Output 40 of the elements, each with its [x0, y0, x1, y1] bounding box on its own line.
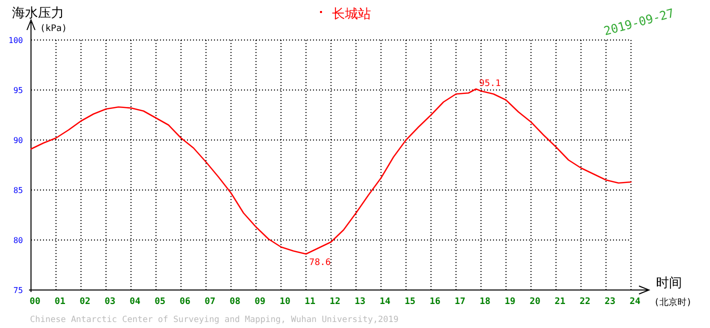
- text: (北京时): [654, 297, 692, 308]
- x-tick-label: 20: [530, 297, 540, 307]
- x-tick-label: 16: [430, 297, 440, 307]
- x-tick-label: 07: [204, 297, 216, 307]
- x-tick-label: 02: [80, 297, 90, 307]
- y-tick-label: 95: [13, 86, 24, 95]
- y-tick-label: 100: [8, 36, 24, 45]
- y-tick-label: 80: [13, 236, 24, 245]
- x-tick-label: 10: [280, 297, 290, 307]
- x-tick-label: 23: [604, 297, 616, 307]
- y-tick-label: 85: [13, 186, 24, 195]
- line-series: [30, 88, 632, 255]
- x-tick-label: 17: [454, 297, 466, 307]
- x-tick-label: 01: [54, 297, 66, 307]
- x-tick-label: 15: [404, 297, 416, 307]
- x-axis-title: 时间: [656, 276, 682, 291]
- x-tick-label: 19: [504, 297, 516, 307]
- x-tick-label: 11: [304, 297, 316, 307]
- x-tick-label: 13: [354, 297, 366, 307]
- y-tick-label: 75: [13, 286, 24, 295]
- y-tick-label: 90: [13, 136, 24, 145]
- x-tick-label: 00: [30, 297, 40, 307]
- legend-label: 长城站: [332, 7, 371, 22]
- x-tick-label: 04: [130, 297, 141, 307]
- x-tick-label: 24: [630, 297, 641, 307]
- x-tick-label: 08: [230, 297, 240, 307]
- annotation: 95.1: [479, 79, 501, 89]
- x-tick-label: 21: [554, 297, 566, 307]
- y-axis-title: 海水压力: [12, 6, 64, 21]
- x-tick-label: 12: [330, 297, 340, 307]
- x-tick-label: 22: [580, 297, 590, 307]
- x-tick-label: 06: [180, 297, 190, 307]
- x-tick-label: 14: [380, 297, 391, 307]
- x-tick-label: 18: [480, 297, 490, 307]
- text: (kPa): [40, 24, 68, 34]
- text: Chinese Antarctic Center of Surveying and Mapping, Wuhan University,2019: [30, 315, 398, 325]
- x-tick-label: 03: [104, 297, 116, 307]
- x-tick-label: 05: [154, 297, 166, 307]
- annotation: 78.6: [309, 258, 331, 268]
- x-tick-label: 09: [254, 297, 266, 307]
